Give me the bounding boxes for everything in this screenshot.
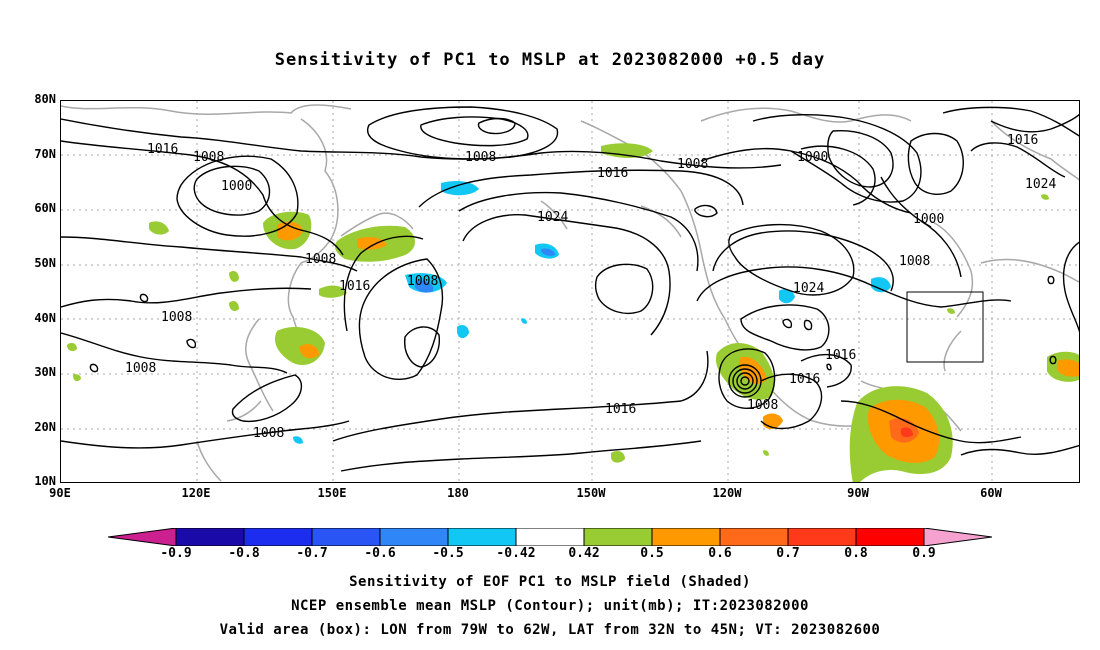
contour-label: 1008 bbox=[125, 361, 156, 376]
valid-area-box bbox=[906, 291, 984, 363]
x-tick-label: 120W bbox=[712, 486, 742, 500]
caption-line: Sensitivity of EOF PC1 to MSLP field (Sh… bbox=[349, 574, 751, 590]
colorbar-label: -0.8 bbox=[228, 546, 260, 561]
colorbar bbox=[108, 528, 992, 546]
colorbar-label: 0.5 bbox=[640, 546, 664, 561]
colorbar-swatch bbox=[719, 528, 789, 546]
y-tick-label: 20N bbox=[34, 420, 56, 434]
colorbar-swatch bbox=[447, 528, 517, 546]
contour-label: 1008 bbox=[747, 398, 778, 413]
colorbar-label: 0.9 bbox=[912, 546, 936, 561]
colorbar-swatch bbox=[175, 528, 245, 546]
x-tick-label: 180 bbox=[447, 486, 469, 500]
contour-label: 1016 bbox=[597, 166, 628, 181]
y-tick-label: 50N bbox=[34, 256, 56, 270]
contour-label: 1008 bbox=[161, 310, 192, 325]
colorbar-swatch bbox=[651, 528, 721, 546]
colorbar-label: 0.7 bbox=[776, 546, 800, 561]
colorbar-swatch bbox=[515, 528, 585, 546]
x-tick-label: 150W bbox=[576, 486, 606, 500]
colorbar-label: 0.42 bbox=[568, 546, 600, 561]
x-tick-label: 120E bbox=[181, 486, 211, 500]
y-tick-label: 80N bbox=[34, 92, 56, 106]
colorbar-label: -0.5 bbox=[432, 546, 464, 561]
colorbar-swatch bbox=[855, 528, 925, 546]
colorbar-low-arrow bbox=[108, 528, 177, 546]
y-tick-label: 70N bbox=[34, 147, 56, 161]
contour-label: 1016 bbox=[147, 142, 178, 157]
sensitivity-shading bbox=[67, 143, 1079, 482]
contour-label: 1008 bbox=[677, 157, 708, 172]
contour-label: 1008 bbox=[305, 252, 336, 267]
contour-label: 1024 bbox=[537, 210, 568, 225]
contour-label: 1008 bbox=[407, 274, 438, 289]
x-tick-label: 60W bbox=[980, 486, 1002, 500]
caption-line: Valid area (box): LON from 79W to 62W, L… bbox=[219, 622, 881, 638]
contour-label: 1016 bbox=[825, 348, 856, 363]
contour-label: 1000 bbox=[797, 150, 828, 165]
grid-lines bbox=[61, 101, 1079, 482]
contour-label: 1024 bbox=[1025, 177, 1056, 192]
contour-label: 1016 bbox=[789, 372, 820, 387]
caption-line: NCEP ensemble mean MSLP (Contour); unit(… bbox=[291, 598, 809, 614]
colorbar-label: 0.6 bbox=[708, 546, 732, 561]
mslp-contours bbox=[61, 106, 1079, 472]
x-tick-label: 150E bbox=[317, 486, 347, 500]
contour-label: 1008 bbox=[899, 254, 930, 269]
x-tick-label: 90W bbox=[847, 486, 869, 500]
colorbar-label: -0.42 bbox=[496, 546, 536, 561]
contour-label: 1024 bbox=[793, 281, 824, 296]
map-svg: 1016 1008 1000 1008 1016 1008 1000 1016 … bbox=[61, 101, 1079, 482]
colorbar-swatch bbox=[311, 528, 381, 546]
y-tick-label: 10N bbox=[34, 474, 56, 488]
colorbar-swatch bbox=[583, 528, 653, 546]
colorbar-label: 0.8 bbox=[844, 546, 868, 561]
contour-label: 1016 bbox=[1007, 133, 1038, 148]
colorbar-label: -0.6 bbox=[364, 546, 396, 561]
map-plot-area: 1016 1008 1000 1008 1016 1008 1000 1016 … bbox=[60, 100, 1080, 483]
contour-label: 1016 bbox=[339, 279, 370, 294]
colorbar-swatch bbox=[243, 528, 313, 546]
contour-label: 1008 bbox=[465, 150, 496, 165]
contour-labels: 1016 1008 1000 1008 1016 1008 1000 1016 … bbox=[125, 133, 1056, 441]
colorbar-swatch bbox=[787, 528, 857, 546]
contour-label: 1000 bbox=[913, 212, 944, 227]
map-title: Sensitivity of PC1 to MSLP at 2023082000… bbox=[274, 50, 826, 70]
colorbar-swatch bbox=[379, 528, 449, 546]
y-tick-label: 40N bbox=[34, 311, 56, 325]
contour-label: 1016 bbox=[605, 402, 636, 417]
x-tick-label: 90E bbox=[49, 486, 71, 500]
contour-label: 1000 bbox=[221, 179, 252, 194]
colorbar-label: -0.7 bbox=[296, 546, 328, 561]
contour-label: 1008 bbox=[193, 150, 224, 165]
y-tick-label: 30N bbox=[34, 365, 56, 379]
colorbar-high-arrow bbox=[923, 528, 992, 546]
contour-label: 1008 bbox=[253, 426, 284, 441]
colorbar-label: -0.9 bbox=[160, 546, 192, 561]
y-tick-label: 60N bbox=[34, 201, 56, 215]
